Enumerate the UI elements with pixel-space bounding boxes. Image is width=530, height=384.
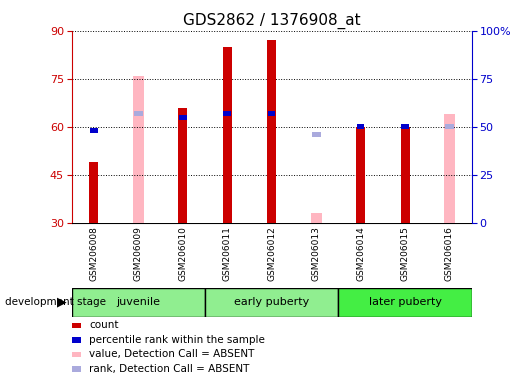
Bar [134, 111, 143, 116]
Text: percentile rank within the sample: percentile rank within the sample [89, 335, 265, 345]
Bar [445, 124, 454, 129]
Bar [338, 288, 472, 317]
Bar [223, 47, 232, 223]
Bar [267, 40, 276, 223]
Text: later puberty: later puberty [368, 297, 441, 308]
Text: GSM206015: GSM206015 [401, 226, 410, 281]
Text: juvenile: juvenile [116, 297, 160, 308]
Bar [401, 127, 410, 223]
Text: GSM206008: GSM206008 [89, 226, 98, 281]
Text: GSM206016: GSM206016 [445, 226, 454, 281]
Bar [268, 111, 276, 116]
Bar [132, 76, 144, 223]
Bar [311, 213, 322, 223]
Bar [356, 127, 365, 223]
Title: GDS2862 / 1376908_at: GDS2862 / 1376908_at [183, 13, 360, 29]
Bar [444, 114, 455, 223]
Text: GSM206012: GSM206012 [267, 226, 276, 281]
Text: GSM206009: GSM206009 [134, 226, 143, 281]
Bar [178, 108, 187, 223]
Text: GSM206010: GSM206010 [178, 226, 187, 281]
Bar [89, 162, 98, 223]
Bar [401, 124, 409, 129]
Bar [90, 128, 98, 133]
Text: GSM206011: GSM206011 [223, 226, 232, 281]
Bar [312, 132, 321, 137]
Bar [179, 115, 187, 119]
Text: ▶: ▶ [57, 296, 66, 309]
Bar [72, 288, 205, 317]
Text: value, Detection Call = ABSENT: value, Detection Call = ABSENT [89, 349, 254, 359]
Text: early puberty: early puberty [234, 297, 309, 308]
Text: GSM206013: GSM206013 [312, 226, 321, 281]
Bar [357, 124, 364, 129]
Text: development stage: development stage [5, 297, 107, 308]
Text: GSM206014: GSM206014 [356, 226, 365, 281]
Bar [223, 111, 231, 116]
Bar [205, 288, 338, 317]
Text: count: count [89, 320, 119, 330]
Text: rank, Detection Call = ABSENT: rank, Detection Call = ABSENT [89, 364, 250, 374]
